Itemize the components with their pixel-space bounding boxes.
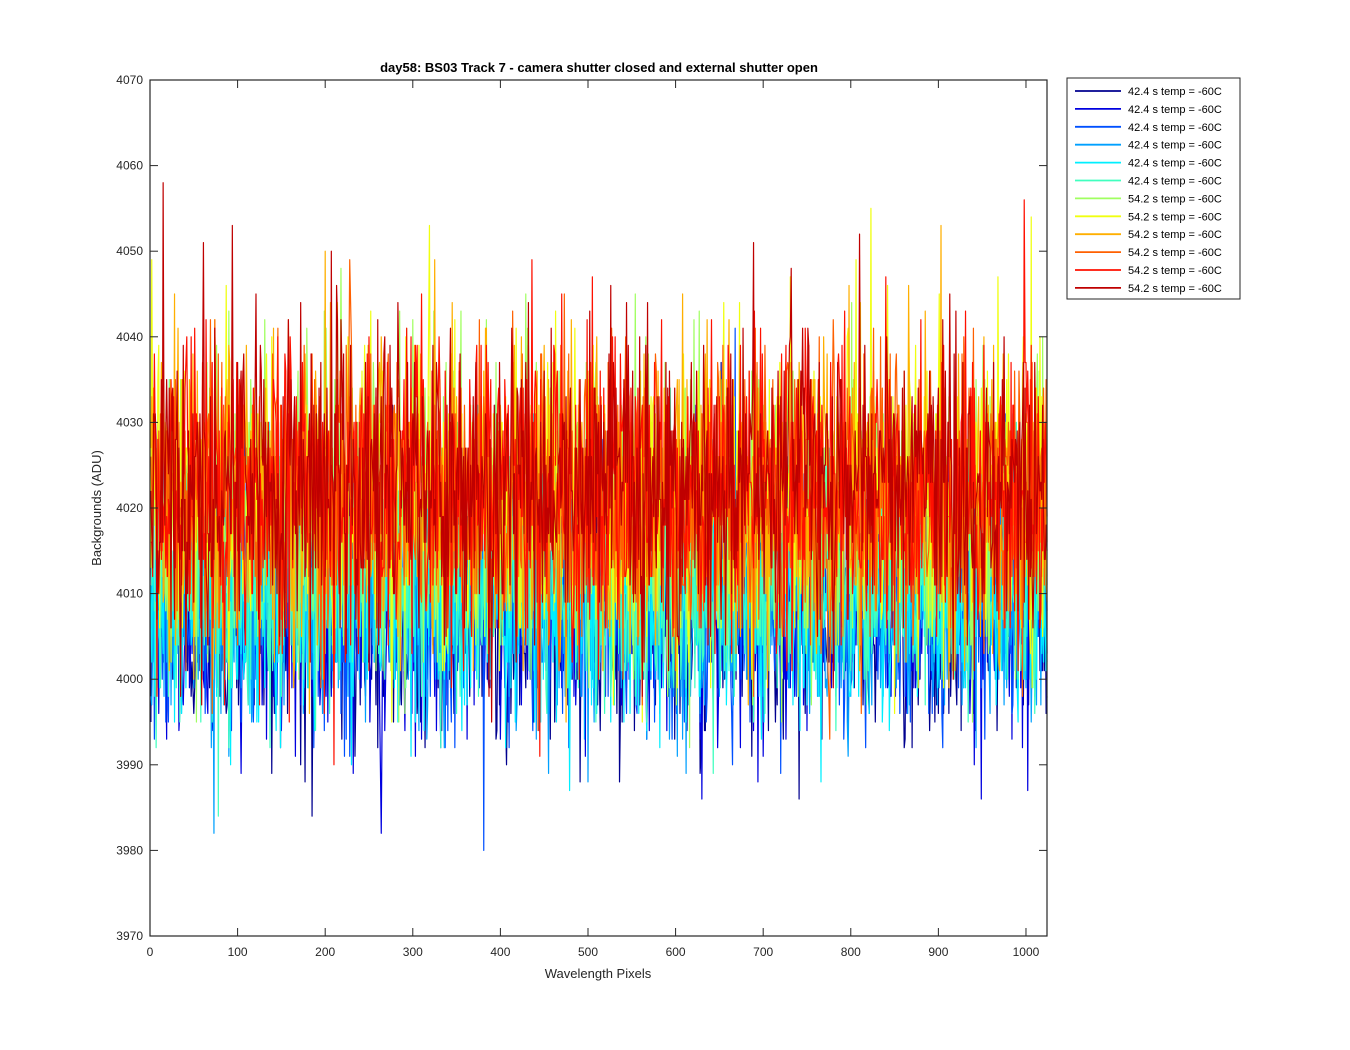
x-tick-label: 100	[228, 945, 248, 959]
x-tick-label: 900	[928, 945, 948, 959]
legend-label: 42.4 s temp = -60C	[1128, 122, 1222, 134]
legend-item: 42.4 s temp = -60C	[1075, 158, 1222, 170]
legend-item: 42.4 s temp = -60C	[1075, 86, 1222, 98]
series-layer	[150, 182, 1048, 851]
x-tick-label: 300	[403, 945, 423, 959]
legend-item: 42.4 s temp = -60C	[1075, 122, 1222, 134]
x-tick-label: 1000	[1013, 945, 1040, 959]
y-tick-label: 4020	[116, 501, 143, 515]
x-tick-label: 500	[578, 945, 598, 959]
y-tick-label: 3970	[116, 929, 143, 943]
legend-label: 42.4 s temp = -60C	[1128, 140, 1222, 152]
legend-item: 54.2 s temp = -60C	[1075, 211, 1222, 223]
x-tick-label: 0	[147, 945, 154, 959]
legend-item: 42.4 s temp = -60C	[1075, 176, 1222, 188]
y-tick-label: 3990	[116, 758, 143, 772]
legend-label: 42.4 s temp = -60C	[1128, 104, 1222, 116]
legend-item: 54.2 s temp = -60C	[1075, 247, 1222, 259]
legend-label: 54.2 s temp = -60C	[1128, 193, 1222, 205]
y-tick-label: 4060	[116, 159, 143, 173]
legend-label: 54.2 s temp = -60C	[1128, 265, 1222, 277]
legend-item: 54.2 s temp = -60C	[1075, 193, 1222, 205]
x-tick-label: 600	[666, 945, 686, 959]
chart-title: day58: BS03 Track 7 - camera shutter clo…	[380, 60, 818, 75]
x-tick-label: 400	[490, 945, 510, 959]
legend-item: 54.2 s temp = -60C	[1075, 283, 1222, 295]
y-tick-label: 4040	[116, 330, 143, 344]
legend-items: 42.4 s temp = -60C 42.4 s temp = -60C 42.4…	[1075, 86, 1222, 295]
legend-item: 42.4 s temp = -60C	[1075, 140, 1222, 152]
legend-label: 42.4 s temp = -60C	[1128, 158, 1222, 170]
y-tick-label: 4050	[116, 244, 143, 258]
x-axis: 0 100 200 300 400 500 600 700 800 900 1000	[147, 80, 1040, 959]
series-line-12	[150, 182, 1048, 723]
legend-label: 42.4 s temp = -60C	[1128, 176, 1222, 188]
x-tick-label: 200	[315, 945, 335, 959]
y-axis-title: Backgrounds (ADU)	[89, 450, 104, 566]
legend-label: 54.2 s temp = -60C	[1128, 247, 1222, 259]
y-tick-label: 4030	[116, 415, 143, 429]
legend-item: 54.2 s temp = -60C	[1075, 229, 1222, 241]
legend-label: 54.2 s temp = -60C	[1128, 229, 1222, 241]
legend-item: 54.2 s temp = -60C	[1075, 265, 1222, 277]
y-tick-label: 4000	[116, 672, 143, 686]
legend-label: 54.2 s temp = -60C	[1128, 283, 1222, 295]
legend-item: 42.4 s temp = -60C	[1075, 104, 1222, 116]
y-tick-label: 3980	[116, 843, 143, 857]
y-axis: 3970 3980 3990 4000 4010 4020 4030 4040 4050 4060…	[116, 73, 1047, 943]
legend-label: 42.4 s temp = -60C	[1128, 86, 1222, 98]
y-tick-label: 4010	[116, 587, 143, 601]
legend: 42.4 s temp = -60C 42.4 s temp = -60C 42.4…	[1066, 77, 1241, 300]
y-tick-label: 4070	[116, 73, 143, 87]
x-axis-title: Wavelength Pixels	[545, 966, 652, 981]
legend-box	[1066, 77, 1241, 300]
x-tick-label: 700	[753, 945, 773, 959]
x-tick-label: 800	[841, 945, 861, 959]
legend-label: 54.2 s temp = -60C	[1128, 211, 1222, 223]
